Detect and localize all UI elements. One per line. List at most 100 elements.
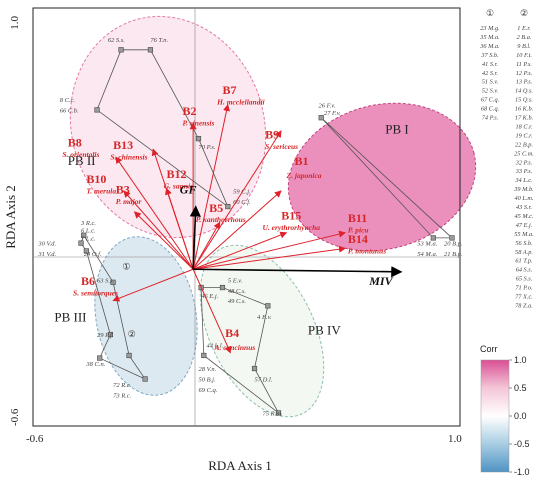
legend-item-col2: 2 B.a. [517,34,532,41]
site-label-57: 57 D.l. [255,377,273,384]
arrow-b9 [192,130,282,270]
site-label-72: 72 R.c. [113,382,132,389]
arrow-b15 [192,231,288,270]
site-label-6: 6 L.c. [81,228,96,235]
plot-frame [32,7,461,427]
species-code-b9: B9 [265,128,279,142]
legend-item-col2: 33 P.s. [515,168,533,175]
site-label-70: 70 P.s. [198,144,215,151]
site-label-69: 69 C.q. [198,387,217,394]
site-marker [107,331,113,338]
species-code-b13: B13 [113,138,133,152]
site-label-27: 27 F.v. [324,110,341,117]
site-label-73: 73 R.c. [113,392,132,399]
site-marker [118,47,124,53]
site-label-54: 54 M.a. [417,251,437,258]
legend-item-col2: 9 B.l. [517,43,530,50]
site-marker [147,47,154,53]
legend-item-col2: 14 Q.s. [515,88,533,95]
x-tick-max: 1.0 [448,433,462,445]
arrow-b11 [193,230,346,270]
legend-item-col2: 11 P.s. [516,61,532,68]
site-marker [449,235,455,241]
legend-item-col2: 78 Z.a. [515,302,533,309]
env-arrow-miv [193,266,403,278]
callout-layer: ①② [122,261,135,339]
species-code-b10: B10 [86,172,106,186]
site-marker [265,303,271,309]
arrow-b1 [192,190,282,270]
species-name-b8: S. orientalis [62,150,99,159]
site-marker [126,352,132,359]
site-marker [219,284,226,291]
arrow-b13 [151,148,194,270]
colorbar-gradient [480,359,510,473]
arrow-b8 [115,156,194,270]
species-code-b11: B11 [348,211,367,225]
env-label-gf: GF [180,182,197,196]
legend-item-col2: 39 M.b. [513,186,533,193]
callout-2: ② [128,329,136,339]
legend-item-col2: 32 P.s. [515,159,533,166]
species-name-b9: S. sericeus [265,142,298,151]
species-code-b12: B12 [166,167,186,181]
group-label-layer: PB I PB II PB III PB IV [54,121,408,337]
colorbar-ticks: 1.0 0.5 0.0 -0.5 -1.0 [509,355,530,477]
x-tick-min: -0.6 [26,433,44,445]
site-label-48: 48 C.s. [228,288,247,295]
species-name-b5: P. xanthorrhous [196,215,246,224]
site-label-50: 50 B.j. [198,377,216,384]
site-label-76: 76 T.n. [150,37,168,44]
arrow-b3 [133,211,194,270]
site-label-7: 7 L.c. [81,236,96,243]
legend-item-col2: 10 F.t. [516,52,532,59]
arrow-b7 [192,103,230,270]
arrow-b14 [193,245,346,270]
legend-item-col2: 16 K.b. [515,106,533,113]
site-marker [78,240,84,246]
colorbar-tick-label: 0.5 [514,383,527,393]
site-label-46: 46 E.j. [201,293,219,300]
species-name-b10: T. merula [86,186,116,195]
species-code-b5: B5 [209,201,223,215]
legend-head-col2: ② [520,8,528,18]
legend-item-col2: 71 P.o. [515,285,532,292]
legend-item-col2: 19 C.r. [516,132,533,139]
species-code-b15: B15 [281,209,301,223]
site-label-26: 26 F.v. [319,102,336,109]
species-name-b7: H. mcclellandii [216,98,265,107]
env-arrow-layer: GF MIV [180,182,403,288]
legend-item-col2: 65 S.s. [516,276,533,283]
species-name-b13: S. chinensis [110,153,147,162]
site-label-49: 49 C.s. [228,298,247,305]
site-label-53: 53 M.a. [417,241,437,248]
y-tick-min: -0.6 [9,408,21,426]
species-name-b15: U. erythrorhyncha [263,223,321,232]
species-name-b6: S. semitorques [73,288,118,297]
site-label-44: 44 L.l. [206,343,223,350]
y-tick-max: 1.0 [9,16,21,30]
legend-item-col2: 22 B.p. [515,141,533,148]
site-marker [110,279,116,285]
env-label-miv: MIV [368,274,393,288]
site-label-30: 30 V.d. [37,241,56,248]
arrow-b10 [123,190,194,270]
species-code-b4: B4 [225,326,239,340]
site-marker [94,107,100,113]
legend-item-col1: 36 M.a. [479,43,499,50]
legend-item-col2: 25 C.m. [514,150,534,157]
species-code-b8: B8 [68,135,82,149]
legend-item-col2: 47 E.j. [516,222,533,229]
ellipse-pb-ii [69,15,267,239]
site-marker [97,355,103,361]
legend-item-col2: 34 L.c. [514,177,532,184]
species-code-b14: B14 [348,232,368,246]
site-marker [275,410,282,416]
group-label-pb-iii: PB III [54,310,86,325]
site-code-legend: ① 23 M.g. 35 M.a. 36 M.a. 37 S.b. 41 S.r. 42 S… [479,8,534,309]
arrow-b6 [112,268,194,302]
site-label-28: 28 V.n. [198,366,216,373]
ellipse-pb-i [287,102,477,252]
legend-item-col2: 40 L.m. [514,195,533,202]
